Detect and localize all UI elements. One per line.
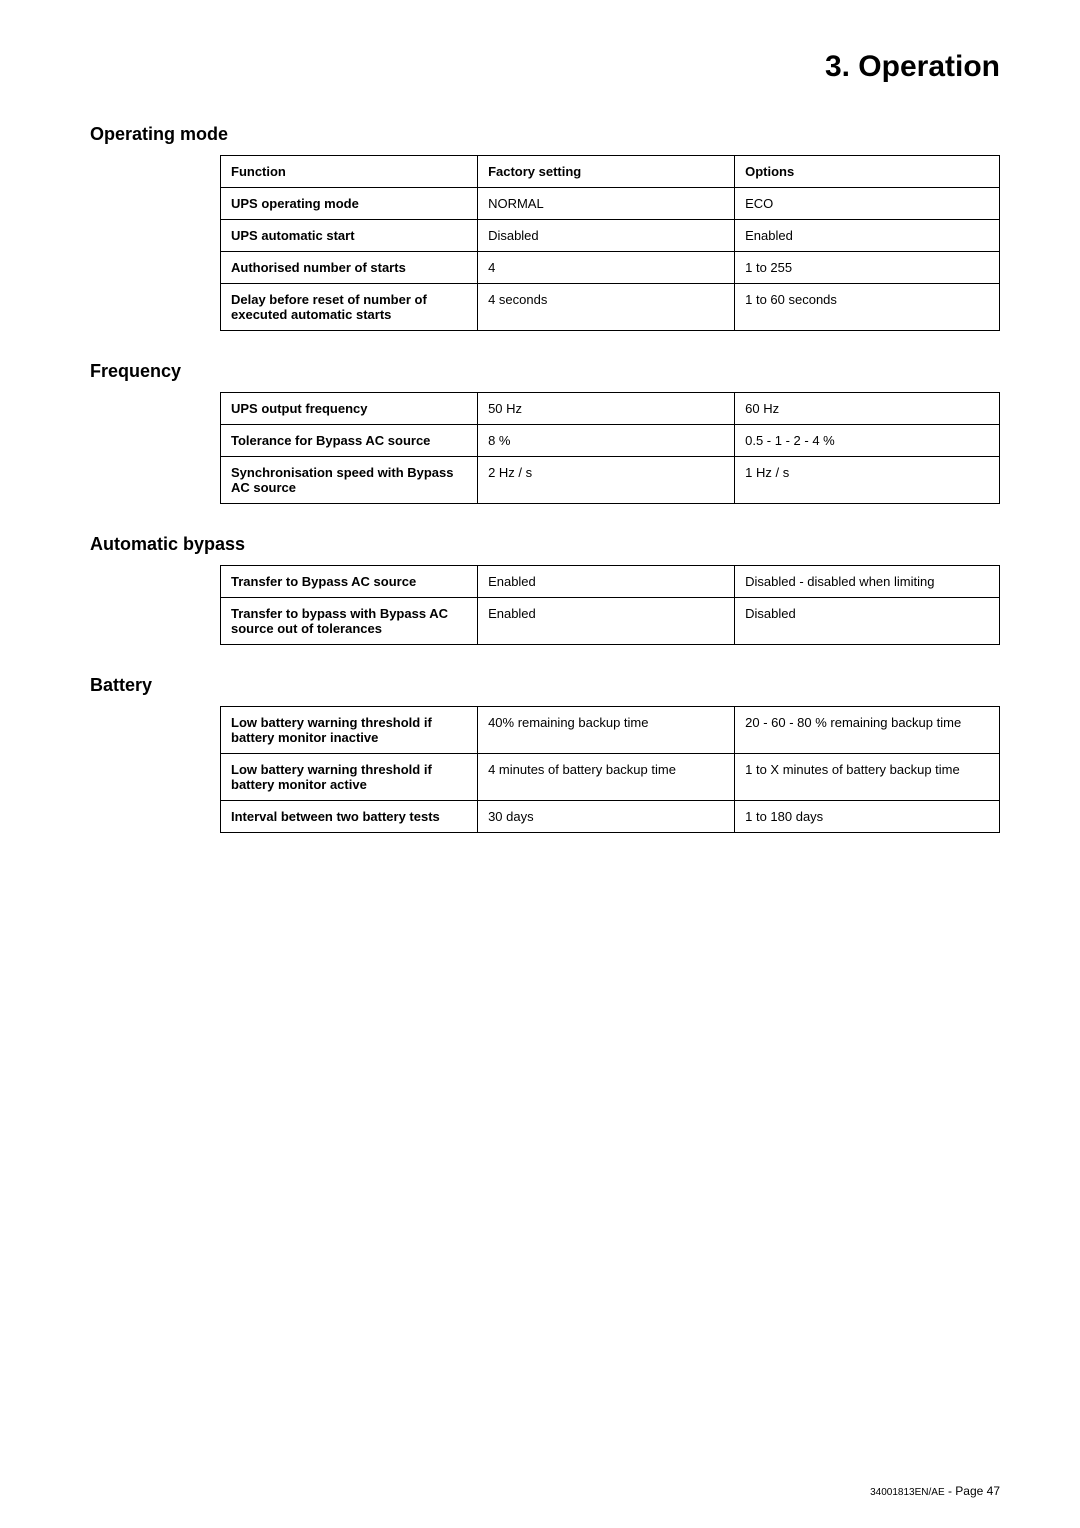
table-row: Low battery warning threshold if battery…	[221, 754, 1000, 801]
table-header-row: FunctionFactory settingOptions	[221, 156, 1000, 188]
table-cell: UPS automatic start	[221, 220, 478, 252]
table-row: Delay before reset of number of executed…	[221, 284, 1000, 331]
table-cell: Low battery warning threshold if battery…	[221, 754, 478, 801]
table-cell: Transfer to bypass with Bypass AC source…	[221, 598, 478, 645]
table-cell: Synchronisation speed with Bypass AC sou…	[221, 457, 478, 504]
table-cell: 1 to 60 seconds	[735, 284, 1000, 331]
table-row: Tolerance for Bypass AC source8 %0.5 - 1…	[221, 425, 1000, 457]
table-cell: Transfer to Bypass AC source	[221, 566, 478, 598]
table-cell: 1 to 180 days	[735, 801, 1000, 833]
table-battery: Low battery warning threshold if battery…	[220, 706, 1000, 833]
table-row: Authorised number of starts41 to 255	[221, 252, 1000, 284]
table-cell: 60 Hz	[735, 393, 1000, 425]
table-row: UPS operating modeNORMALECO	[221, 188, 1000, 220]
table-row: Low battery warning threshold if battery…	[221, 707, 1000, 754]
table-automatic_bypass: Transfer to Bypass AC sourceEnabledDisab…	[220, 565, 1000, 645]
table-row: UPS automatic startDisabledEnabled	[221, 220, 1000, 252]
table-cell: Authorised number of starts	[221, 252, 478, 284]
table-operating_mode: FunctionFactory settingOptionsUPS operat…	[220, 155, 1000, 331]
table-cell: 50 Hz	[478, 393, 735, 425]
table-cell: NORMAL	[478, 188, 735, 220]
table-cell: Disabled - disabled when limiting	[735, 566, 1000, 598]
table-cell: 4	[478, 252, 735, 284]
table-cell: UPS output frequency	[221, 393, 478, 425]
table-cell: 4 minutes of battery backup time	[478, 754, 735, 801]
chapter-title: 3. Operation	[80, 50, 1000, 84]
table-cell: 1 to X minutes of battery backup time	[735, 754, 1000, 801]
table-cell: 1 to 255	[735, 252, 1000, 284]
table-row: Interval between two battery tests30 day…	[221, 801, 1000, 833]
table-cell: ECO	[735, 188, 1000, 220]
section-title-operating_mode: Operating mode	[90, 124, 1000, 145]
table-header-cell: Factory setting	[478, 156, 735, 188]
page: 3. Operation Operating mode FunctionFacto…	[0, 0, 1080, 1528]
table-row: UPS output frequency50 Hz60 Hz	[221, 393, 1000, 425]
table-cell: Interval between two battery tests	[221, 801, 478, 833]
table-cell: 40% remaining backup time	[478, 707, 735, 754]
table-cell: 30 days	[478, 801, 735, 833]
table-header-cell: Function	[221, 156, 478, 188]
table-cell: Disabled	[478, 220, 735, 252]
section-title-automatic_bypass: Automatic bypass	[90, 534, 1000, 555]
table-frequency: UPS output frequency50 Hz60 HzTolerance …	[220, 392, 1000, 504]
table-row: Transfer to bypass with Bypass AC source…	[221, 598, 1000, 645]
table-cell: Enabled	[735, 220, 1000, 252]
table-cell: Disabled	[735, 598, 1000, 645]
table-cell: Enabled	[478, 566, 735, 598]
table-cell: 4 seconds	[478, 284, 735, 331]
table-row: Synchronisation speed with Bypass AC sou…	[221, 457, 1000, 504]
section-title-battery: Battery	[90, 675, 1000, 696]
table-cell: UPS operating mode	[221, 188, 478, 220]
table-cell: 20 - 60 - 80 % remaining backup time	[735, 707, 1000, 754]
table-cell: 1 Hz / s	[735, 457, 1000, 504]
page-footer: 34001813EN/AE - Page 47	[870, 1484, 1000, 1498]
table-row: Transfer to Bypass AC sourceEnabledDisab…	[221, 566, 1000, 598]
doc-id: 34001813EN/AE	[870, 1487, 945, 1498]
table-cell: Delay before reset of number of executed…	[221, 284, 478, 331]
table-cell: Enabled	[478, 598, 735, 645]
table-cell: 8 %	[478, 425, 735, 457]
section-title-frequency: Frequency	[90, 361, 1000, 382]
table-header-cell: Options	[735, 156, 1000, 188]
sections-container: Operating mode FunctionFactory settingOpt…	[80, 124, 1000, 833]
page-number: - Page 47	[945, 1484, 1000, 1498]
table-cell: 0.5 - 1 - 2 - 4 %	[735, 425, 1000, 457]
table-cell: Tolerance for Bypass AC source	[221, 425, 478, 457]
table-cell: 2 Hz / s	[478, 457, 735, 504]
table-cell: Low battery warning threshold if battery…	[221, 707, 478, 754]
